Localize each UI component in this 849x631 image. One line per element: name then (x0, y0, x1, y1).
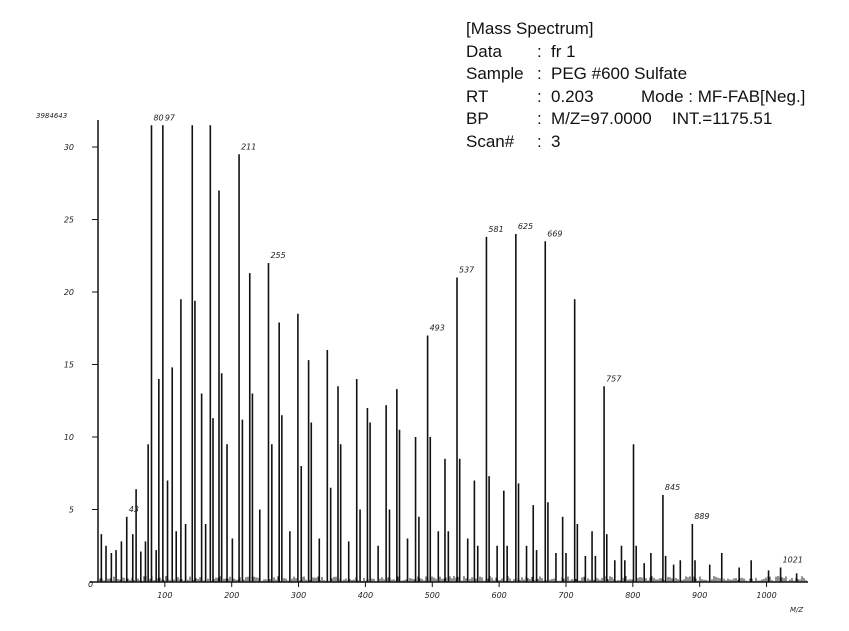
y-tick-label: 30 (64, 143, 74, 152)
peak-label: 669 (547, 229, 562, 238)
x-axis-title: M/Z (790, 606, 803, 614)
peak-label: 211 (241, 142, 256, 151)
peak-label: 581 (488, 225, 503, 234)
peak-label: 43 (129, 505, 139, 514)
x-tick-label: 700 (558, 591, 573, 600)
x-tick-label: 500 (425, 591, 440, 600)
separator: : (537, 131, 542, 151)
y-tick-label: 10 (64, 433, 74, 442)
scan-label: Scan# (466, 131, 515, 151)
peak-label: 255 (270, 251, 285, 260)
bp-label: BP (466, 109, 489, 128)
peaks (100, 125, 798, 582)
peak-label: 97 (165, 113, 176, 122)
separator: : (537, 41, 542, 61)
mode-value: MF-FAB[Neg.] (697, 86, 806, 106)
separator: : (537, 109, 542, 128)
peak-label: 889 (694, 512, 709, 521)
y-tick-label: 20 (64, 288, 74, 297)
y-tick-label: 5 (69, 506, 74, 515)
peak-label: 757 (606, 374, 622, 383)
peak-label: 845 (665, 483, 680, 492)
y-tick-label: 15 (64, 361, 74, 370)
sample-value: PEG #600 Sulfate (551, 64, 688, 83)
peak-label: 537 (459, 266, 475, 275)
ticks: 100 200 300 400 500 600 700 800 900 1000510152025… (64, 143, 777, 600)
rt-value: 0.203 (551, 86, 594, 106)
bp-mz-value: M/Z=97.0000 (551, 109, 652, 128)
x-tick-label: 200 (224, 591, 239, 600)
rt-label: RT (466, 86, 489, 106)
x-tick-label: 600 (491, 591, 506, 600)
peak-label: 1021 (783, 556, 803, 565)
x-tick-label: 800 (625, 591, 640, 600)
separator: : (537, 86, 542, 106)
data-label: Data (466, 41, 502, 61)
bp-int-value: INT.=1175.51 (672, 109, 773, 128)
spectrum-title: [Mass Spectrum] (466, 19, 594, 38)
x-tick-label: 300 (291, 591, 306, 600)
peak-label: 493 (430, 324, 445, 333)
peak-label: 80 (153, 113, 163, 122)
x-tick-label: 1000 (756, 591, 776, 600)
sample-label: Sample (466, 64, 524, 83)
y-zero-tick-label: 0 (88, 580, 93, 589)
peak-labels: 43 80 97 211 255 493 537 581 625 669 757 845 889 1021 (129, 113, 803, 564)
separator: : (537, 64, 542, 83)
x-tick-label: 400 (358, 591, 373, 600)
x-tick-label: 100 (157, 591, 172, 600)
x-tick-label: 900 (692, 591, 707, 600)
peak-label: 625 (518, 222, 533, 231)
mode-label-text: Mode (641, 86, 684, 106)
max-intensity-label: 3984643 (36, 112, 67, 120)
scan-value: 3 (551, 131, 561, 151)
y-tick-label: 25 (64, 216, 74, 225)
mode-label: Mode : MF-FAB[Neg.] (641, 86, 806, 106)
data-value: fr 1 (551, 41, 576, 61)
